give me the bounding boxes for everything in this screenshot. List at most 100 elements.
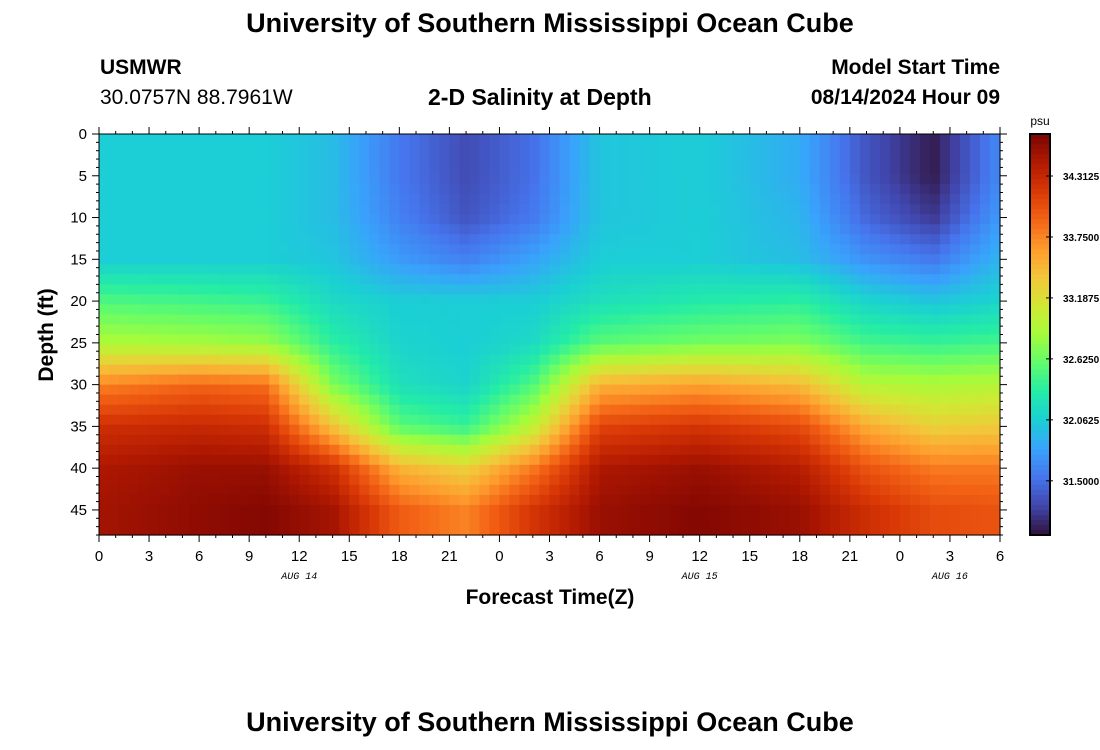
heatmap-cell <box>539 514 551 526</box>
heatmap-cell <box>429 284 440 296</box>
heatmap-cell <box>969 174 981 185</box>
heatmap-cell <box>199 254 210 265</box>
heatmap-cell <box>859 134 871 145</box>
heatmap-cell <box>139 324 150 336</box>
heatmap-cell <box>419 344 430 356</box>
heatmap-cell <box>919 364 931 376</box>
heatmap-cell <box>259 174 270 185</box>
heatmap-cell <box>829 424 841 436</box>
heatmap-cell <box>879 494 891 506</box>
heatmap-cell <box>859 194 871 205</box>
heatmap-cell <box>509 474 521 486</box>
heatmap-cell <box>539 374 551 386</box>
heatmap-cell <box>239 514 250 526</box>
heatmap-cell <box>479 314 491 326</box>
heatmap-cell <box>449 404 460 416</box>
heatmap-cell <box>169 254 180 265</box>
heatmap-cell <box>279 384 290 396</box>
heatmap-cell <box>239 444 250 456</box>
heatmap-cell <box>329 254 340 265</box>
heatmap-cell <box>869 174 881 185</box>
heatmap-cell <box>649 404 661 416</box>
heatmap-cell <box>429 524 440 536</box>
heatmap-cell <box>599 264 611 275</box>
heatmap-cell <box>479 484 491 496</box>
heatmap-cell <box>409 244 420 255</box>
heatmap-cell <box>369 184 380 195</box>
heatmap-cell <box>249 304 260 316</box>
heatmap-cell <box>519 154 531 165</box>
heatmap-cell <box>589 264 601 275</box>
heatmap-cell <box>309 234 320 245</box>
heatmap-cell <box>189 284 200 296</box>
heatmap-cell <box>789 294 801 306</box>
heatmap-cell <box>369 364 380 376</box>
heatmap-cell <box>929 474 941 486</box>
heatmap-cell <box>879 144 891 155</box>
heatmap-cell <box>239 314 250 326</box>
heatmap-cell <box>979 264 991 275</box>
heatmap-cell <box>119 214 130 225</box>
heatmap-cell <box>169 394 180 406</box>
heatmap-cell <box>659 424 671 436</box>
heatmap-cell <box>239 184 250 195</box>
heatmap-cell <box>579 304 591 316</box>
heatmap-cell <box>719 144 731 155</box>
heatmap-cell <box>339 444 350 456</box>
heatmap-cell <box>839 504 851 516</box>
heatmap-cell <box>649 324 661 336</box>
heatmap-cell <box>519 254 531 265</box>
heatmap-cell <box>449 314 460 326</box>
heatmap-cell <box>239 214 250 225</box>
heatmap-cell <box>259 284 270 296</box>
heatmap-cell <box>219 324 230 336</box>
heatmap-cell <box>449 374 460 386</box>
heatmap-cell <box>119 404 130 416</box>
heatmap-cell <box>369 514 380 526</box>
heatmap-cell <box>709 324 721 336</box>
heatmap-cell <box>279 144 290 155</box>
heatmap-cell <box>99 494 110 506</box>
heatmap-cell <box>309 524 320 536</box>
heatmap-cell <box>149 484 160 496</box>
heatmap-cell <box>509 444 521 456</box>
heatmap-cell <box>509 524 521 536</box>
heatmap-cell <box>649 434 661 446</box>
heatmap-cell <box>339 334 350 346</box>
heatmap-cell <box>239 474 250 486</box>
heatmap-cell <box>109 384 120 396</box>
heatmap-cell <box>829 304 841 316</box>
heatmap-cell <box>319 364 330 376</box>
heatmap-cell <box>529 284 541 296</box>
heatmap-cell <box>339 424 350 436</box>
heatmap-cell <box>309 344 320 356</box>
heatmap-cell <box>509 284 521 296</box>
heatmap-cell <box>499 264 511 275</box>
heatmap-cell <box>189 424 200 436</box>
heatmap-cell <box>189 364 200 376</box>
heatmap-cell <box>469 344 481 356</box>
heatmap-cell <box>729 394 741 406</box>
heatmap-cell <box>589 504 601 516</box>
heatmap-cell <box>739 264 751 275</box>
heatmap-cell <box>299 434 310 446</box>
heatmap-cell <box>969 524 981 536</box>
heatmap-cell <box>809 394 821 406</box>
heatmap-cell <box>849 294 861 306</box>
heatmap-cell <box>329 444 340 456</box>
heatmap-cell <box>159 474 170 486</box>
heatmap-cell <box>819 524 831 536</box>
heatmap-cell <box>549 254 561 265</box>
heatmap-cell <box>739 254 751 265</box>
heatmap-cell <box>909 384 921 396</box>
heatmap-cell <box>599 244 611 255</box>
heatmap-cell <box>759 344 771 356</box>
heatmap-cell <box>569 254 581 265</box>
heatmap-cell <box>629 364 641 376</box>
heatmap-cell <box>119 134 130 145</box>
heatmap-cell <box>839 254 851 265</box>
heatmap-cell <box>689 174 701 185</box>
heatmap-cell <box>359 424 370 436</box>
heatmap-cell <box>319 374 330 386</box>
heatmap-cell <box>879 394 891 406</box>
